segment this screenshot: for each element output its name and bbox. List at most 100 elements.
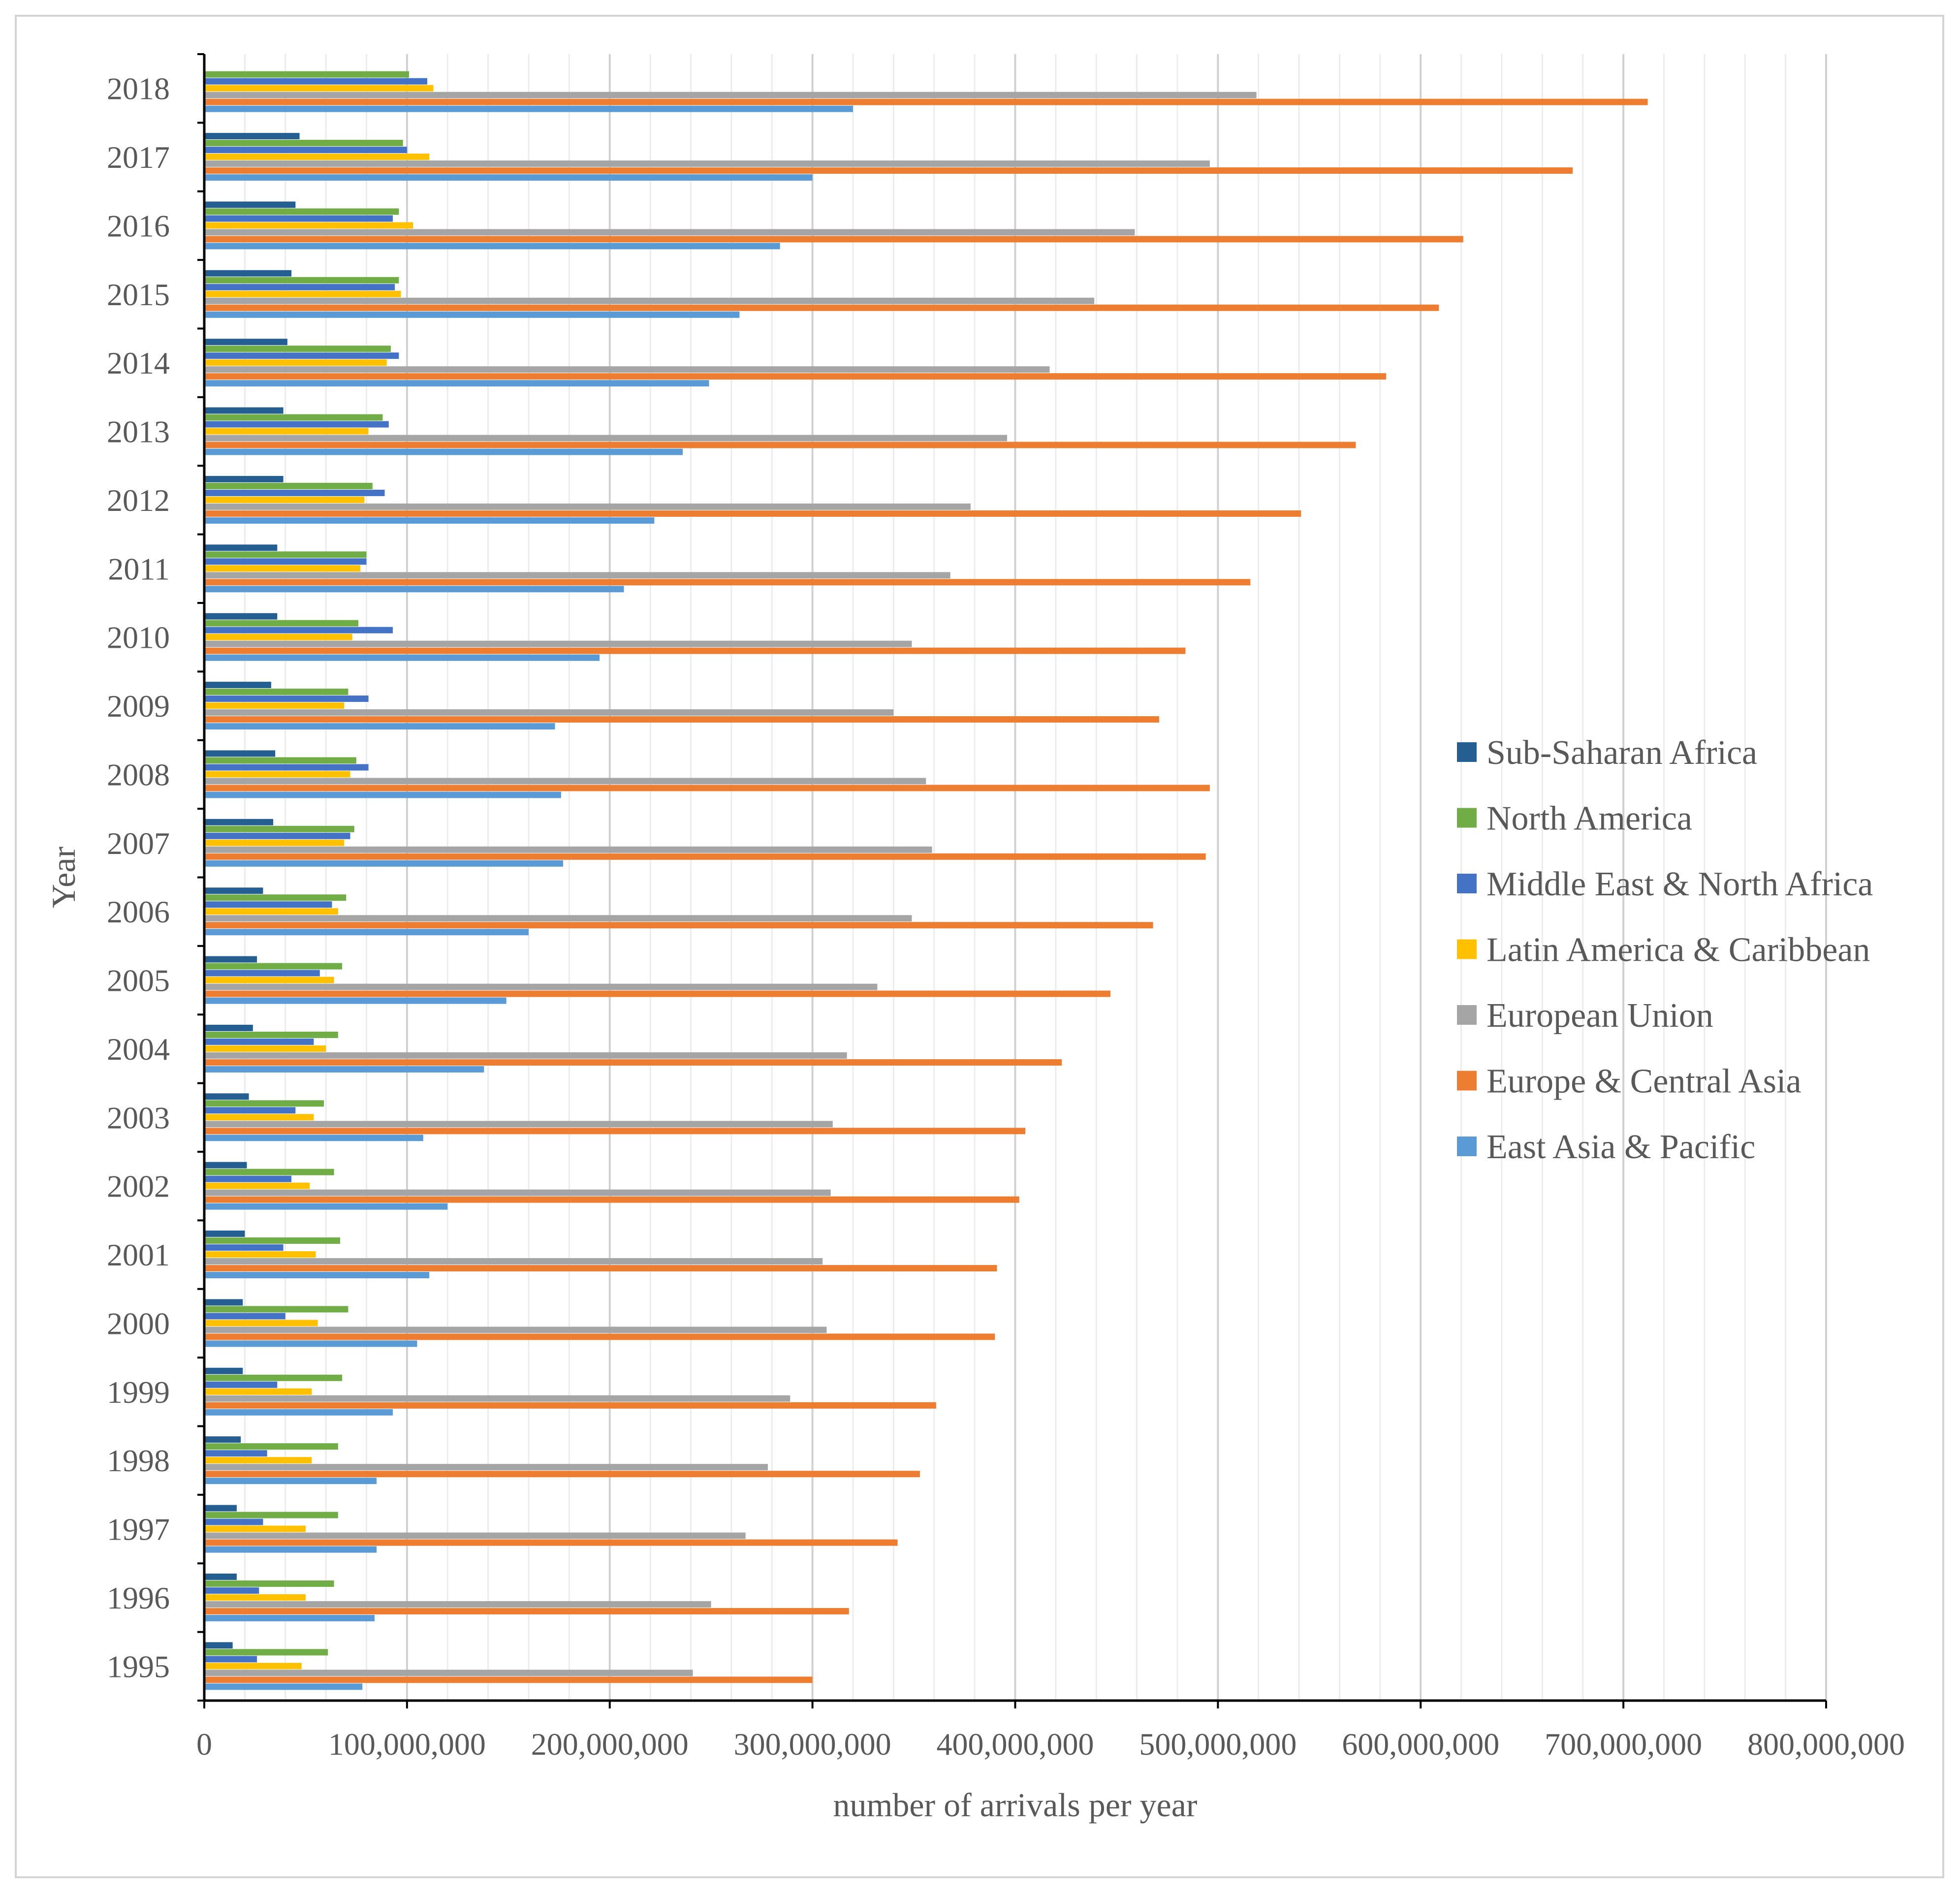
bar-latin-america-caribbean-1995 <box>204 1663 302 1670</box>
x-tick-labels: 0 100,000,000 200,000,000 300,000,000 400,00… <box>196 1727 1905 1762</box>
bar-east-asia-pacific-2010 <box>204 654 600 661</box>
bar-north-america-2003 <box>204 1100 324 1107</box>
bar-latin-america-caribbean-2001 <box>204 1251 316 1258</box>
bar-european-union-2011 <box>204 572 950 579</box>
bar-middle-east-north-africa-2000 <box>204 1313 285 1320</box>
bar-east-asia-pacific-1997 <box>204 1546 377 1553</box>
bar-european-union-1998 <box>204 1464 768 1471</box>
bar-european-union-2014 <box>204 366 1050 373</box>
y-tick-label: 2014 <box>107 346 170 380</box>
bar-european-union-2006 <box>204 915 912 922</box>
bar-european-union-2017 <box>204 160 1210 167</box>
y-tick-label: 2000 <box>107 1306 170 1341</box>
bar-sub-saharan-africa-2008 <box>204 750 276 757</box>
bar-middle-east-north-africa-2002 <box>204 1175 292 1182</box>
bar-north-america-2006 <box>204 894 347 901</box>
y-tick-label: 2017 <box>107 140 170 175</box>
bar-middle-east-north-africa-1999 <box>204 1381 278 1388</box>
y-tick-label: 2015 <box>107 277 170 312</box>
bar-east-asia-pacific-2002 <box>204 1203 448 1210</box>
bar-north-america-2015 <box>204 277 399 284</box>
bar-east-asia-pacific-2016 <box>204 243 780 250</box>
bar-europe-central-asia-2011 <box>204 579 1251 586</box>
bar-european-union-2012 <box>204 503 971 510</box>
bar-europe-central-asia-2015 <box>204 304 1439 311</box>
bar-latin-america-caribbean-2011 <box>204 565 361 572</box>
bar-east-asia-pacific-2005 <box>204 997 506 1004</box>
x-tick-label: 300,000,000 <box>734 1727 891 1762</box>
legend-swatch <box>1457 939 1477 959</box>
bar-middle-east-north-africa-1997 <box>204 1518 263 1525</box>
legend-swatch <box>1457 874 1477 893</box>
bar-north-america-2013 <box>204 414 383 421</box>
x-tick-label: 100,000,000 <box>328 1727 486 1762</box>
bar-sub-saharan-africa-1997 <box>204 1505 237 1512</box>
bar-north-america-1995 <box>204 1649 328 1656</box>
bar-north-america-1996 <box>204 1580 334 1587</box>
bar-europe-central-asia-2001 <box>204 1265 997 1272</box>
bar-east-asia-pacific-1996 <box>204 1614 375 1621</box>
bar-european-union-1999 <box>204 1395 790 1402</box>
y-tick-label: 2002 <box>107 1169 170 1204</box>
bar-east-asia-pacific-1998 <box>204 1478 377 1484</box>
bar-middle-east-north-africa-2014 <box>204 352 399 359</box>
bar-europe-central-asia-2007 <box>204 853 1206 860</box>
legend-label: East Asia & Pacific <box>1486 1128 1755 1166</box>
bar-latin-america-caribbean-2010 <box>204 633 352 640</box>
bar-sub-saharan-africa-1995 <box>204 1642 233 1649</box>
bar-latin-america-caribbean-2007 <box>204 839 345 846</box>
bar-latin-america-caribbean-2015 <box>204 290 401 297</box>
x-tick-label: 0 <box>196 1727 212 1762</box>
bar-latin-america-caribbean-1996 <box>204 1594 306 1601</box>
bar-east-asia-pacific-2012 <box>204 517 655 524</box>
bar-middle-east-north-africa-2007 <box>204 832 350 839</box>
bar-europe-central-asia-1998 <box>204 1471 920 1478</box>
y-tick-label: 2011 <box>108 551 170 586</box>
bar-european-union-2008 <box>204 778 926 785</box>
bar-middle-east-north-africa-1998 <box>204 1450 267 1457</box>
bar-sub-saharan-africa-1998 <box>204 1436 241 1443</box>
bar-latin-america-caribbean-2008 <box>204 771 350 778</box>
y-tick-label: 2016 <box>107 208 170 243</box>
bar-north-america-2017 <box>204 140 403 147</box>
y-tick-label: 2012 <box>107 483 170 518</box>
bar-middle-east-north-africa-2005 <box>204 970 320 977</box>
x-tick-label: 500,000,000 <box>1139 1727 1296 1762</box>
bar-european-union-2005 <box>204 983 878 990</box>
bar-east-asia-pacific-1999 <box>204 1409 393 1416</box>
bar-middle-east-north-africa-1995 <box>204 1656 257 1663</box>
bar-sub-saharan-africa-2002 <box>204 1162 247 1169</box>
bar-latin-america-caribbean-1997 <box>204 1525 306 1532</box>
bar-north-america-1999 <box>204 1374 343 1381</box>
bar-latin-america-caribbean-2012 <box>204 496 365 503</box>
legend-swatch <box>1457 1071 1477 1091</box>
bar-european-union-2001 <box>204 1258 823 1265</box>
bar-east-asia-pacific-2009 <box>204 723 555 730</box>
bar-north-america-2004 <box>204 1031 338 1038</box>
bar-latin-america-caribbean-2004 <box>204 1045 326 1052</box>
legend-label: Sub-Saharan Africa <box>1486 734 1757 772</box>
bar-north-america-2000 <box>204 1306 348 1313</box>
bars <box>204 71 1648 1690</box>
bar-east-asia-pacific-2014 <box>204 380 709 387</box>
bar-north-america-1997 <box>204 1512 338 1518</box>
y-tick-label: 2006 <box>107 894 170 929</box>
bar-european-union-1995 <box>204 1670 693 1676</box>
bar-sub-saharan-africa-2006 <box>204 887 263 894</box>
bar-north-america-2001 <box>204 1237 340 1244</box>
bar-sub-saharan-africa-1999 <box>204 1367 243 1374</box>
legend: Sub-Saharan Africa North America Middle Ea… <box>1457 734 1873 1166</box>
bar-europe-central-asia-1999 <box>204 1402 936 1409</box>
bar-north-america-2008 <box>204 757 356 764</box>
y-tick-label: 1995 <box>107 1649 170 1684</box>
bar-north-america-2005 <box>204 963 343 970</box>
bar-latin-america-caribbean-2000 <box>204 1320 318 1326</box>
bar-middle-east-north-africa-2004 <box>204 1038 314 1045</box>
bar-east-asia-pacific-2000 <box>204 1340 417 1347</box>
bar-middle-east-north-africa-2017 <box>204 147 407 154</box>
bar-north-america-2010 <box>204 620 359 627</box>
y-tick-label: 1996 <box>107 1580 170 1615</box>
y-tick-label: 2004 <box>107 1032 170 1067</box>
bar-sub-saharan-africa-2016 <box>204 201 296 208</box>
bar-european-union-2009 <box>204 709 894 716</box>
